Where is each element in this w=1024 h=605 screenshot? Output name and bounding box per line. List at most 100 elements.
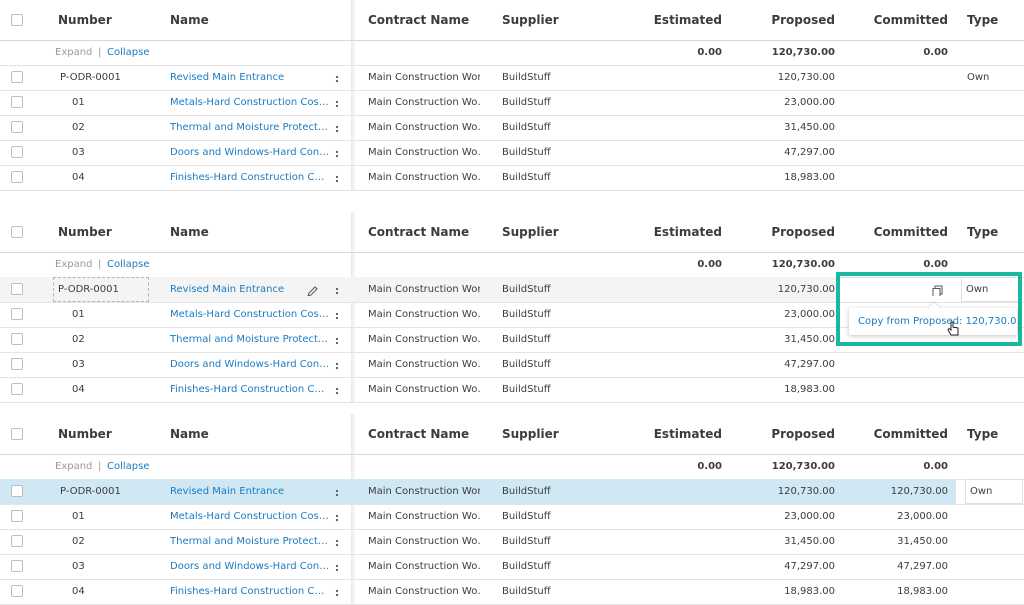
row-checkbox[interactable] [11, 308, 23, 320]
column-header[interactable]: Supplier [502, 13, 559, 27]
expand-toggle[interactable] [46, 488, 55, 495]
row-checkbox[interactable] [11, 560, 23, 572]
row-name-link[interactable]: Thermal and Moisture Protect… [170, 122, 328, 133]
row-name-link[interactable]: Thermal and Moisture Protect… [170, 536, 328, 547]
row-menu[interactable] [334, 334, 340, 346]
select-all-checkbox[interactable] [11, 226, 23, 238]
column-header[interactable]: Supplier [502, 225, 559, 239]
row-contract: Main Construction Wo… [368, 384, 480, 395]
edit-icon-glyph [307, 286, 318, 296]
column-header[interactable]: Contract Name [368, 13, 470, 27]
row-name-link[interactable]: Finishes-Hard Construction C… [170, 172, 325, 183]
column-header[interactable]: Committed [873, 13, 948, 27]
row-name-link[interactable]: Finishes-Hard Construction C… [170, 384, 325, 395]
column-header[interactable]: Name [170, 13, 209, 27]
row-name-link[interactable]: Revised Main Entrance [170, 284, 285, 295]
column-header[interactable]: Number [58, 427, 112, 441]
row-checkbox[interactable] [11, 383, 23, 395]
row-menu[interactable] [334, 561, 340, 573]
sort-ascending-icon [104, 15, 114, 23]
row-selected [0, 479, 956, 504]
column-header[interactable]: Name [170, 427, 209, 441]
row-checkbox[interactable] [11, 121, 23, 133]
row-menu[interactable] [334, 359, 340, 371]
row-number: P-ODR-0001 [60, 486, 121, 497]
row-name-link[interactable]: Metals-Hard Construction Cos… [170, 309, 329, 320]
expand-button[interactable]: Expand [55, 461, 93, 472]
column-header[interactable]: Estimated [653, 225, 722, 239]
row-menu[interactable] [334, 536, 340, 548]
row-divider [0, 65, 1024, 66]
row-supplier: BuildStuff [502, 309, 551, 320]
column-header[interactable]: Name [170, 225, 209, 239]
expand-button[interactable]: Expand [55, 259, 93, 270]
row-menu[interactable] [334, 72, 340, 84]
column-header[interactable]: Type [967, 13, 999, 27]
row-checkbox[interactable] [11, 333, 23, 345]
row-menu[interactable] [334, 309, 340, 321]
select-all-checkbox[interactable] [11, 14, 23, 26]
row-contract: Main Construction Work [368, 284, 480, 295]
column-header[interactable]: Contract Name [368, 427, 470, 441]
row-checkbox[interactable] [11, 96, 23, 108]
collapse-button[interactable]: Collapse [107, 461, 150, 472]
row-menu-glyph [335, 287, 339, 296]
column-header[interactable]: Proposed [771, 225, 835, 239]
select-all-checkbox[interactable] [11, 428, 23, 440]
copy-icon[interactable] [932, 283, 944, 296]
expand-toggle[interactable] [46, 74, 55, 81]
collapse-button[interactable]: Collapse [107, 259, 150, 270]
column-header[interactable]: Number [58, 13, 112, 27]
row-checkbox[interactable] [11, 71, 23, 83]
row-name-link[interactable]: Revised Main Entrance [170, 486, 285, 497]
row-menu-glyph [335, 125, 339, 134]
row-menu[interactable] [334, 147, 340, 159]
edit-icon[interactable] [306, 283, 319, 296]
row-checkbox[interactable] [11, 146, 23, 158]
total-committed: 0.00 [923, 259, 948, 270]
column-header[interactable]: Proposed [771, 13, 835, 27]
row-menu[interactable] [334, 97, 340, 109]
row-checkbox[interactable] [11, 485, 23, 497]
column-header[interactable]: Number [58, 225, 112, 239]
row-checkbox[interactable] [11, 171, 23, 183]
row-menu[interactable] [334, 284, 340, 296]
column-header[interactable]: Proposed [771, 427, 835, 441]
row-checkbox[interactable] [11, 510, 23, 522]
column-header[interactable]: Type [967, 427, 999, 441]
column-header[interactable]: Committed [873, 427, 948, 441]
row-checkbox[interactable] [11, 283, 23, 295]
row-supplier: BuildStuff [502, 384, 551, 395]
header-divider [0, 252, 1024, 253]
collapse-button[interactable]: Collapse [107, 47, 150, 58]
column-header[interactable]: Estimated [653, 13, 722, 27]
row-menu[interactable] [334, 172, 340, 184]
copy-from-proposed[interactable]: Copy from Proposed: 120,730.00 [858, 316, 1016, 327]
row-checkbox[interactable] [11, 585, 23, 597]
row-menu-glyph [335, 100, 339, 109]
row-menu[interactable] [334, 122, 340, 134]
column-header[interactable]: Estimated [653, 427, 722, 441]
row-name-link[interactable]: Revised Main Entrance [170, 72, 285, 83]
row-name-link[interactable]: Doors and Windows-Hard Con… [170, 561, 330, 572]
column-header[interactable]: Committed [873, 225, 948, 239]
column-header[interactable]: Supplier [502, 427, 559, 441]
row-menu[interactable] [334, 586, 340, 598]
row-name-link[interactable]: Metals-Hard Construction Cos… [170, 97, 329, 108]
frozen-divider [351, 0, 355, 190]
row-name-link[interactable]: Finishes-Hard Construction C… [170, 586, 325, 597]
row-menu[interactable] [334, 511, 340, 523]
row-menu[interactable] [334, 486, 340, 498]
expand-button[interactable]: Expand [55, 47, 93, 58]
row-checkbox[interactable] [11, 358, 23, 370]
column-header[interactable]: Contract Name [368, 225, 470, 239]
row-menu[interactable] [334, 384, 340, 396]
row-checkbox[interactable] [11, 535, 23, 547]
row-name-link[interactable]: Metals-Hard Construction Cos… [170, 511, 329, 522]
row-number: 02 [72, 334, 85, 345]
row-name-link[interactable]: Thermal and Moisture Protect… [170, 334, 328, 345]
row-menu-glyph [335, 312, 339, 321]
row-name-link[interactable]: Doors and Windows-Hard Con… [170, 147, 330, 158]
column-header[interactable]: Type [967, 225, 999, 239]
row-name-link[interactable]: Doors and Windows-Hard Con… [170, 359, 330, 370]
